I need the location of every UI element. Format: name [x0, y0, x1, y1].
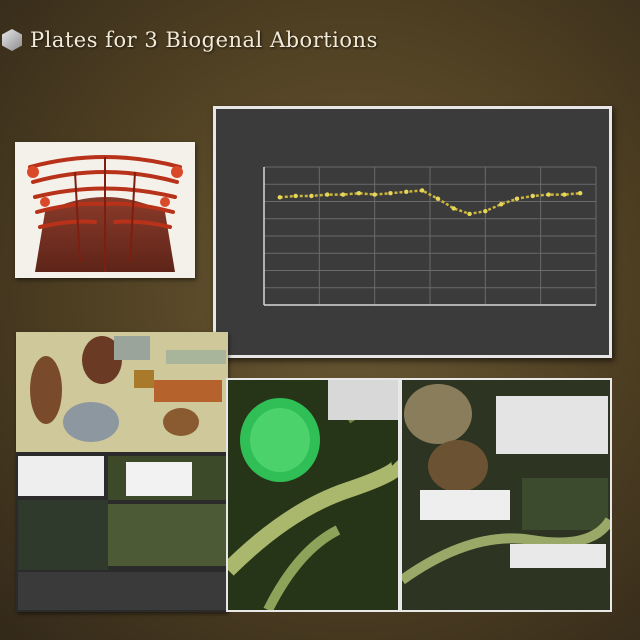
data-point: [498, 202, 504, 207]
data-point: [356, 191, 362, 196]
line-chart: [263, 166, 597, 306]
fungi-root-plate[interactable]: [399, 378, 615, 612]
hex-crystal-icon: [2, 29, 22, 51]
data-point: [577, 191, 583, 196]
header: Plates for 3 Biogenal Abortions: [0, 22, 378, 58]
data-point: [451, 206, 456, 211]
data-point: [530, 193, 535, 199]
specimen-collage-art: [16, 332, 228, 612]
data-point: [467, 211, 472, 217]
data-point: [340, 192, 346, 197]
data-point: [483, 208, 488, 214]
data-point: [325, 192, 330, 197]
fungi-root-art: [399, 380, 615, 610]
data-point: [309, 193, 314, 199]
data-point: [372, 192, 377, 197]
data-point: [435, 196, 441, 201]
data-point: [546, 192, 551, 197]
page-title: Plates for 3 Biogenal Abortions: [30, 28, 378, 52]
data-point: [293, 193, 298, 199]
data-point: [419, 188, 425, 193]
data-point: [514, 196, 520, 201]
data-point: [404, 189, 409, 195]
data-point: [277, 195, 283, 200]
series-line: [279, 189, 581, 216]
data-point: [388, 191, 393, 196]
anatomy-plate[interactable]: [15, 142, 195, 278]
line-chart-panel[interactable]: [213, 106, 612, 358]
cell-vine-art: [222, 380, 408, 613]
cell-vine-plate[interactable]: [222, 378, 408, 613]
data-point: [562, 192, 567, 197]
ribcage-illustration: [27, 155, 183, 272]
specimen-collage-left[interactable]: [16, 332, 228, 612]
